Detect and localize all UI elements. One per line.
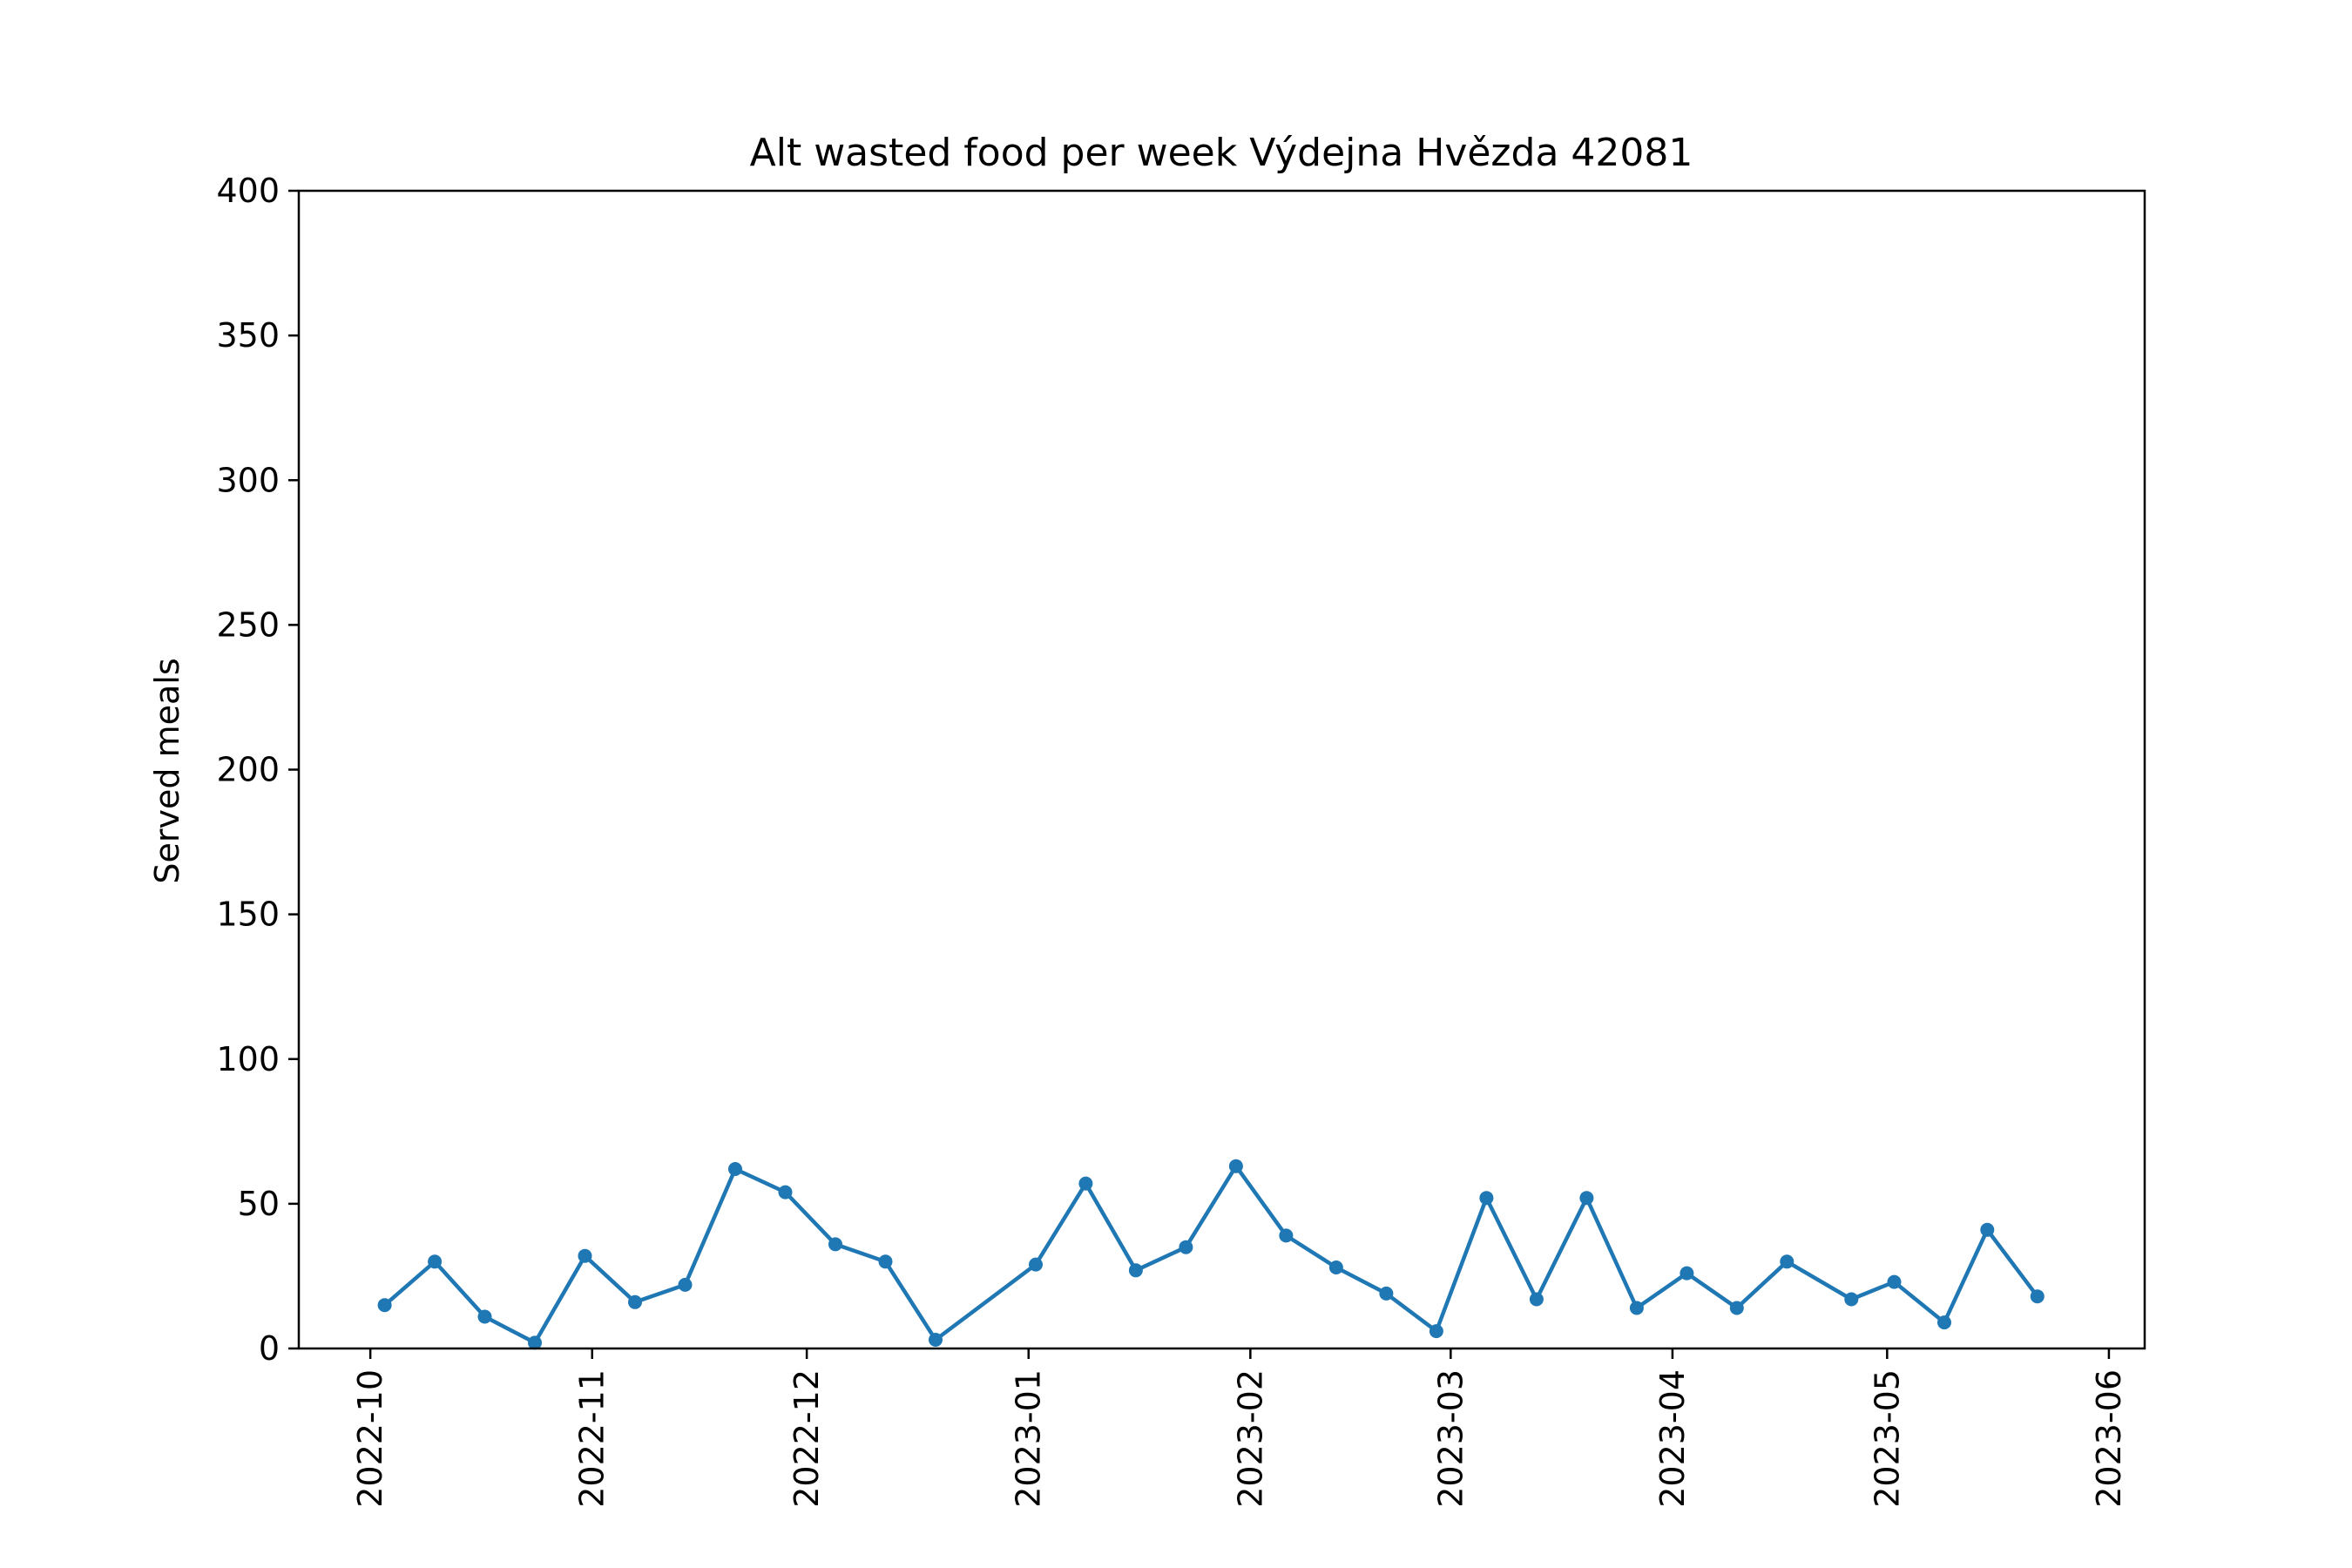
y-tick-label: 100 <box>216 1040 280 1078</box>
data-point <box>1579 1191 1594 1206</box>
data-point <box>1844 1292 1859 1307</box>
data-point <box>628 1294 642 1309</box>
data-point <box>1379 1286 1394 1301</box>
data-point <box>678 1277 693 1292</box>
data-point <box>828 1237 842 1252</box>
data-point <box>528 1335 542 1350</box>
data-point <box>2030 1289 2044 1304</box>
x-tick-label: 2022-10 <box>351 1369 389 1508</box>
data-point <box>1179 1240 1193 1254</box>
data-point <box>477 1309 492 1324</box>
data-point <box>1680 1266 1694 1281</box>
y-tick-label: 350 <box>216 316 280 355</box>
x-tick-label: 2022-12 <box>787 1369 826 1508</box>
y-tick-label: 200 <box>216 751 280 789</box>
x-tick-label: 2023-02 <box>1231 1369 1269 1508</box>
x-tick-label: 2022-11 <box>573 1369 612 1508</box>
data-point <box>1029 1257 1043 1272</box>
data-point <box>929 1333 943 1347</box>
plot-area-frame <box>297 189 2146 1350</box>
data-point <box>1629 1301 1644 1315</box>
data-point <box>778 1185 793 1200</box>
x-tick-label: 2023-06 <box>2090 1369 2128 1508</box>
data-point <box>377 1298 392 1313</box>
y-axis-ticks: 0 50 100 150 200 250 300 350 400 <box>216 172 299 1368</box>
x-tick-label: 2023-05 <box>1868 1369 1906 1508</box>
series-layer <box>377 1159 2044 1350</box>
y-axis-label: Served meals <box>148 658 186 883</box>
data-point <box>878 1254 893 1269</box>
data-point <box>1429 1324 1443 1339</box>
y-tick-label: 300 <box>216 461 280 499</box>
data-point <box>728 1162 742 1176</box>
x-tick-label: 2023-04 <box>1653 1369 1692 1508</box>
data-point <box>1078 1176 1093 1191</box>
data-point <box>1887 1274 1902 1289</box>
series-line <box>383 1164 2039 1345</box>
data-point <box>428 1254 443 1269</box>
y-tick-label: 400 <box>216 172 280 210</box>
x-tick-label: 2023-03 <box>1431 1369 1470 1508</box>
data-point <box>1529 1292 1544 1307</box>
data-point <box>1780 1254 1794 1269</box>
chart-title: Alt wasted food per week Výdejna Hvězda … <box>750 131 1693 175</box>
data-point <box>1980 1222 1995 1237</box>
data-point <box>1128 1263 1143 1278</box>
data-point <box>1729 1301 1744 1315</box>
x-axis-ticks: 2022-10 2022-11 2022-12 2023-01 2023-02 2023-… <box>351 1348 2128 1508</box>
y-tick-label: 50 <box>238 1185 280 1223</box>
y-tick-label: 0 <box>259 1329 280 1368</box>
data-point <box>1228 1159 1243 1173</box>
data-point <box>1328 1260 1343 1274</box>
data-point <box>1937 1315 1951 1330</box>
data-point <box>578 1248 592 1263</box>
x-tick-label: 2023-01 <box>1010 1369 1048 1508</box>
y-tick-label: 250 <box>216 605 280 644</box>
y-tick-label: 150 <box>216 896 280 934</box>
data-point <box>1479 1191 1494 1206</box>
data-point <box>1279 1228 1294 1243</box>
